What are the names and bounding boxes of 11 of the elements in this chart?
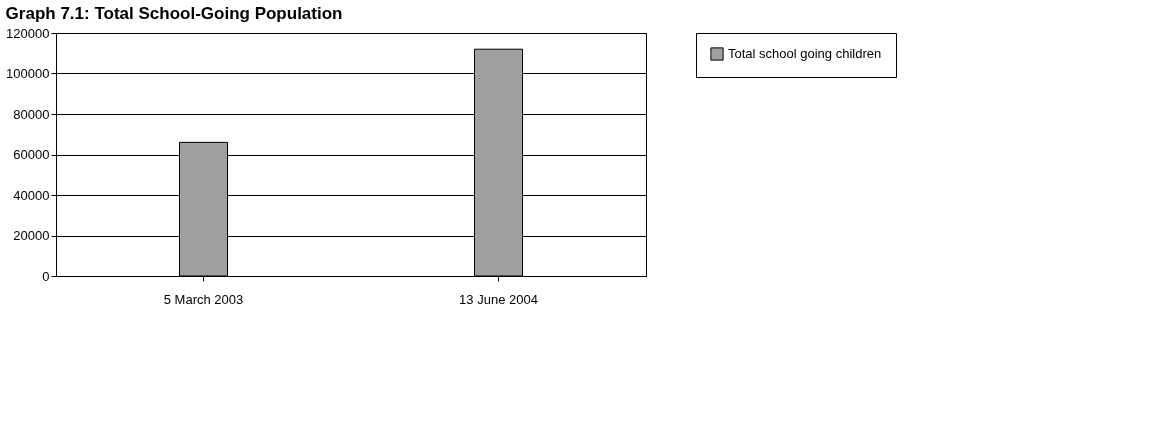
y-tick-label: 100000 — [6, 66, 50, 81]
y-tick-label: 120000 — [6, 25, 50, 41]
x-tick-label: 5 March 2003 — [163, 291, 244, 307]
legend-label: Total school going children — [728, 46, 882, 61]
chart-title: Graph 7.1: Total School-Going Population — [5, 4, 343, 23]
y-tick-label: 0 — [42, 268, 50, 284]
y-tick-label: 60000 — [13, 147, 50, 162]
x-tick-label: 13 June 2004 — [459, 291, 538, 307]
y-tick-label: 40000 — [13, 187, 50, 203]
y-tick-label: 80000 — [13, 106, 50, 122]
y-tick-label: 20000 — [13, 228, 50, 243]
